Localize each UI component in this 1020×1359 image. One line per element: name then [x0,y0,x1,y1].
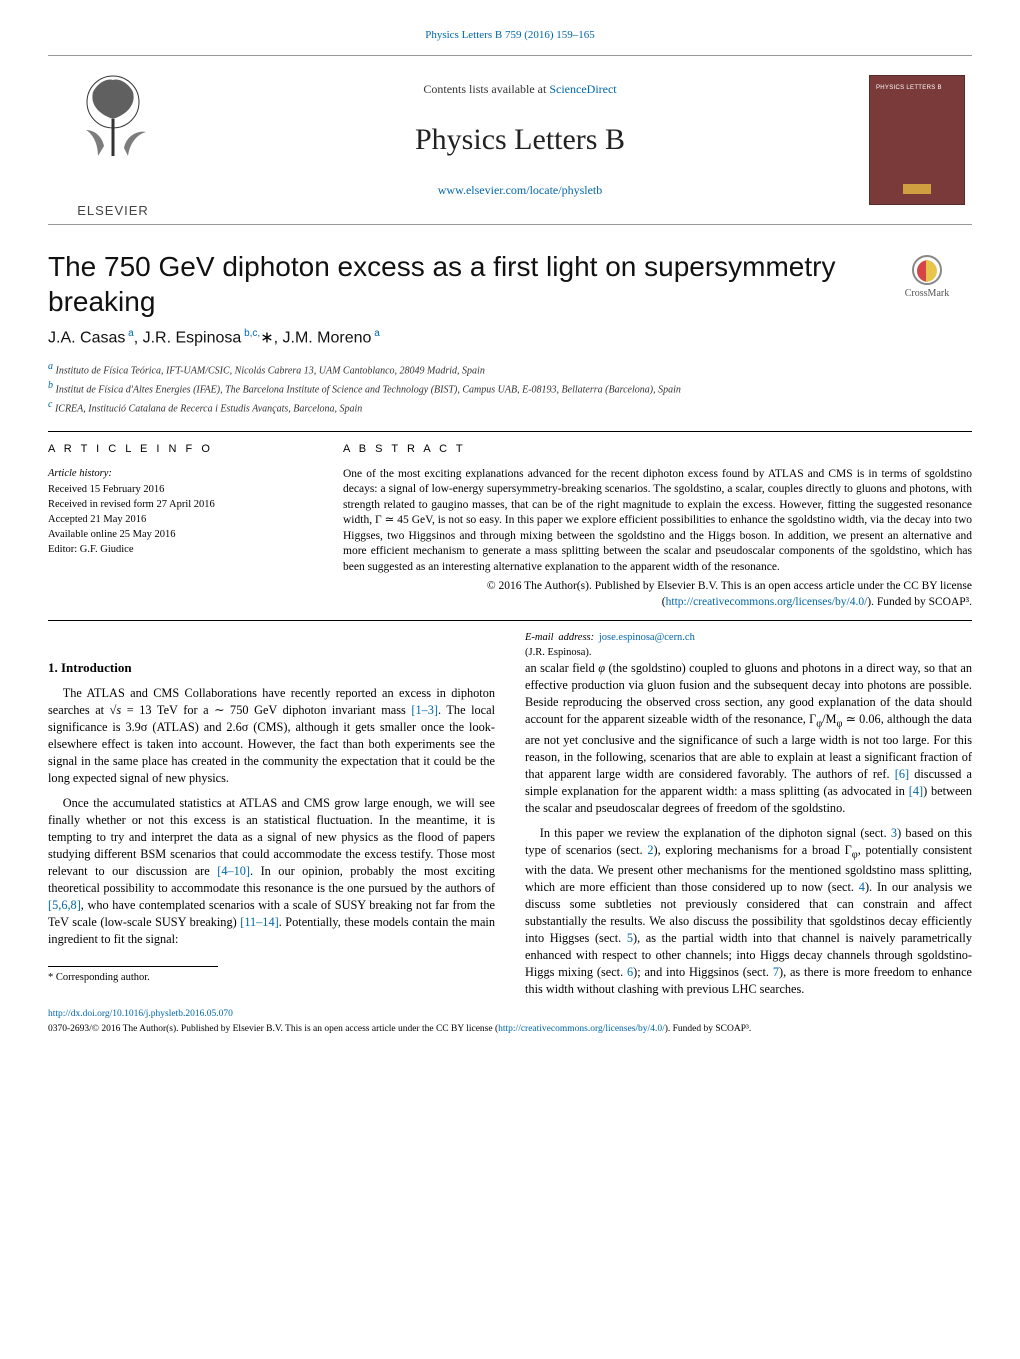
citation-link[interactable]: [11–14] [240,915,278,929]
section-link[interactable]: 4 [859,880,865,894]
history-line: Received in revised form 27 April 2016 [48,498,303,512]
citation-link[interactable]: [6] [895,767,909,781]
cc-license-link[interactable]: http://creativecommons.org/licenses/by/4… [666,596,868,608]
citation-link[interactable]: [1–3] [411,703,438,717]
running-header: Physics Letters B 759 (2016) 159–165 [48,28,972,43]
doi-link[interactable]: http://dx.doi.org/10.1016/j.physletb.201… [48,1009,233,1019]
corresponding-author: * Corresponding author. [48,971,218,985]
masthead: ELSEVIER Contents lists available at Sci… [48,55,972,225]
cc-license-link[interactable]: http://creativecommons.org/licenses/by/4… [498,1024,665,1034]
journal-title: Physics Letters B [178,120,862,161]
section-heading: 1. Introduction [48,659,495,677]
citation-link[interactable]: [5,6,8] [48,898,81,912]
history-line: Received 15 February 2016 [48,483,303,497]
abstract-text: One of the most exciting explanations ad… [343,467,972,576]
article-info-heading: A R T I C L E I N F O [48,442,303,457]
section-link[interactable]: 5 [627,931,633,945]
body-columns: 1. Introduction The ATLAS and CMS Collab… [48,631,972,998]
body-paragraph: Once the accumulated statistics at ATLAS… [48,795,495,948]
crossmark-icon [912,255,942,285]
history-line: Editor: G.F. Giudice [48,543,303,557]
elsevier-tree-icon [68,64,158,164]
sciencedirect-link[interactable]: ScienceDirect [549,82,616,96]
body-paragraph: In this paper we review the explanation … [525,825,972,998]
body-paragraph: an scalar field φ (the sgoldstino) coupl… [525,660,972,816]
citation-link[interactable]: [4–10] [217,864,250,878]
article-title: The 750 GeV diphoton excess as a first l… [48,249,862,319]
divider [48,431,972,432]
section-link[interactable]: 3 [891,826,897,840]
crossmark-badge[interactable]: CrossMark [882,249,972,301]
divider [48,620,972,621]
history-line: Available online 25 May 2016 [48,528,303,542]
abstract-heading: A B S T R A C T [343,442,972,457]
email-line: E-mail address: jose.espinosa@cern.ch (J… [525,631,695,660]
citation-link[interactable]: [4] [909,784,923,798]
abstract-block: A B S T R A C T One of the most exciting… [343,442,972,610]
contents-line: Contents lists available at ScienceDirec… [178,81,862,97]
body-paragraph: The ATLAS and CMS Collaborations have re… [48,685,495,787]
crossmark-label: CrossMark [905,287,949,301]
section-link[interactable]: 2 [647,843,653,857]
publisher-block: ELSEVIER [48,56,178,224]
history-line: Accepted 21 May 2016 [48,513,303,527]
publisher-name: ELSEVIER [77,202,149,220]
abstract-copyright: © 2016 The Author(s). Published by Elsev… [343,579,972,610]
article-info-block: A R T I C L E I N F O Article history: R… [48,442,303,610]
affiliations: a Instituto de Física Teórica, IFT-UAM/C… [48,359,972,417]
journal-cover-thumbnail [869,75,965,205]
footer-copyright: 0370-2693/© 2016 The Author(s). Publishe… [48,1023,972,1036]
history-label: Article history: [48,467,303,481]
author-email-link[interactable]: jose.espinosa@cern.ch [599,632,695,643]
page-footer: http://dx.doi.org/10.1016/j.physletb.201… [48,1008,972,1036]
section-link[interactable]: 7 [773,965,779,979]
journal-homepage-link[interactable]: www.elsevier.com/locate/physletb [178,182,862,198]
section-link[interactable]: 6 [627,965,633,979]
author-list: J.A. Casas a, J.R. Espinosa b,c,∗, J.M. … [48,327,972,349]
